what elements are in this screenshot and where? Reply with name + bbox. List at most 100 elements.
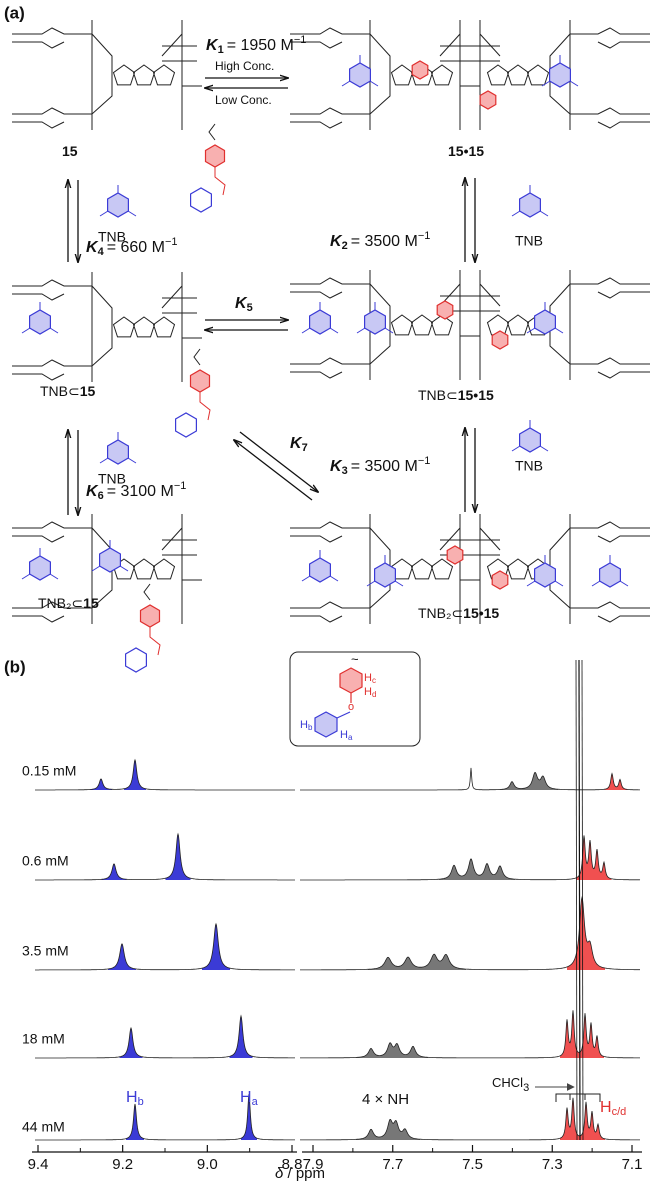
ring (535, 310, 556, 334)
arrow-label: Low Conc. (215, 93, 272, 107)
reagent-label: TNB (515, 458, 543, 474)
peak-fill (166, 834, 191, 880)
reagent-label: TNB (515, 233, 543, 249)
ring (141, 605, 160, 627)
ring (100, 548, 121, 572)
ring (154, 317, 175, 337)
ring (126, 648, 147, 672)
reagent-label: TNB (98, 471, 126, 487)
peak-fill (230, 1016, 253, 1058)
peak-fill (202, 924, 230, 970)
peak-fill (528, 772, 558, 790)
spectrum-trace (35, 924, 295, 970)
concentration-label: 0.15 mM (22, 763, 76, 779)
panel-label: (a) (4, 3, 25, 22)
ring (432, 315, 453, 335)
ring (176, 413, 197, 437)
inset-structure: ~ o (315, 651, 362, 737)
concentration-label: 3.5 mM (22, 943, 69, 959)
ring (432, 65, 453, 85)
peak-fill (120, 1028, 143, 1058)
ring (412, 559, 433, 579)
inset-label: Ha (340, 729, 353, 742)
bracket (556, 1094, 600, 1102)
x-tick-label: 9.0 (197, 1156, 218, 1173)
equilibrium-constant: K5 (235, 295, 253, 314)
concentration-label: 18 mM (22, 1031, 65, 1047)
ring (600, 563, 621, 587)
chain (209, 124, 215, 140)
linker (200, 392, 210, 420)
ring (108, 193, 129, 217)
ring (375, 563, 396, 587)
figure: (a) (b) K1= 1950 M−1 High Conc. Low Conc… (0, 0, 656, 1185)
spectra (35, 660, 640, 1140)
ring (392, 315, 413, 335)
species-label: TNB₂⊂15•15 (418, 605, 499, 621)
svg-text:o: o (348, 701, 354, 713)
ring (134, 65, 155, 85)
spectrum-trace (300, 768, 640, 790)
ring (154, 65, 175, 85)
ring (535, 563, 556, 587)
ring (365, 310, 386, 334)
equilibrium-constant: K3= 3500 M−1 (330, 455, 430, 477)
solvent-peak (582, 660, 583, 1140)
ring (508, 65, 529, 85)
species-label: 15•15 (448, 143, 484, 159)
ring (206, 145, 225, 167)
equilibrium-constant: K2= 3500 M−1 (330, 230, 430, 252)
x-tick-label: 7.5 (462, 1156, 483, 1173)
ring (508, 315, 529, 335)
ring (508, 559, 529, 579)
ring (191, 188, 212, 212)
peak-label: CHCl3 (492, 1075, 529, 1093)
peak-fill (108, 944, 136, 970)
x-tick-label: 8.8 (282, 1156, 303, 1173)
ring (492, 571, 508, 589)
ring (350, 63, 371, 87)
x-tick-label: 9.2 (112, 1156, 133, 1173)
spectrum-trace (35, 1016, 295, 1058)
ring (310, 558, 331, 582)
ring (154, 559, 175, 579)
structures (12, 20, 650, 672)
ring (520, 428, 541, 452)
concentration-label: 44 mM (22, 1119, 65, 1135)
peak-label: Ha (240, 1089, 259, 1108)
inset-label: Hc (364, 672, 376, 685)
chain (144, 584, 150, 600)
ring (392, 65, 413, 85)
ring (480, 91, 496, 109)
x-tick-label: 7.3 (542, 1156, 563, 1173)
ring (108, 440, 129, 464)
chain (194, 349, 200, 365)
linker (150, 627, 160, 655)
ring (412, 61, 428, 79)
ring (488, 65, 509, 85)
ring (437, 301, 453, 319)
spectrum-trace (35, 834, 295, 880)
x-tick-label: 9.4 (28, 1156, 49, 1173)
solvent-peak (579, 660, 580, 1140)
peak-label: 4 × NH (362, 1091, 409, 1108)
peak-fill (126, 1104, 144, 1140)
ring (528, 65, 549, 85)
species-label: TNB⊂15 (40, 383, 96, 399)
x-tick-label: 7.1 (622, 1156, 643, 1173)
ring (114, 65, 135, 85)
peak-fill (124, 760, 146, 790)
concentration-label: 0.6 mM (22, 853, 69, 869)
equilibrium-arrows (68, 78, 475, 515)
ring (114, 317, 135, 337)
species-label: TNB⊂15•15 (418, 387, 494, 403)
panel-label: (b) (4, 657, 26, 676)
linker (215, 167, 225, 195)
solvent-peak (576, 660, 577, 1140)
ring (30, 310, 51, 334)
arrow-label: High Conc. (215, 59, 274, 73)
ring (30, 556, 51, 580)
ring (191, 370, 210, 392)
peak-label: Hb (126, 1089, 144, 1108)
peak-fill (398, 1045, 428, 1058)
